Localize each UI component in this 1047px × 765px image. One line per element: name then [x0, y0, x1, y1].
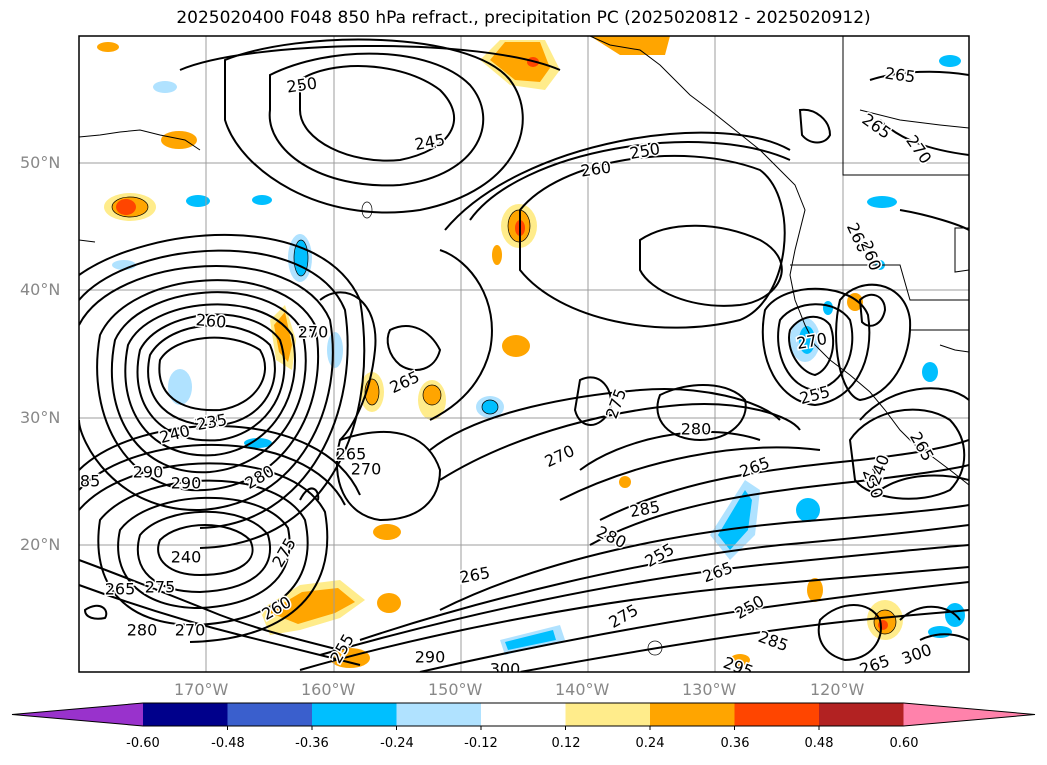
colorbar-arrow-high — [903, 703, 1035, 726]
shading-outlines — [111, 196, 897, 656]
map-plot-area: 2502452602502652652702602502602702652352… — [70, 36, 969, 679]
colorbar-swatch — [650, 703, 735, 726]
contour-label: 285 — [70, 472, 101, 491]
colorbar-swatch — [143, 703, 228, 726]
colorbar-swatch — [565, 703, 651, 726]
colorbar-tick-label: 0.12 — [551, 736, 581, 751]
map-frame — [78, 35, 970, 673]
gridlines — [79, 36, 969, 672]
colorbar-swatch — [227, 703, 313, 726]
contour-label: 240 — [171, 548, 202, 567]
colorbar-arrow-low — [12, 703, 143, 726]
contour-label: 250 — [298, 323, 329, 342]
lat-label-20n: 20°N — [20, 535, 61, 554]
colorbar-tick-label: 0.36 — [720, 736, 750, 751]
contour-label: 280 — [127, 621, 158, 640]
contour-label: 290 — [171, 474, 202, 493]
map-title: 2025020400 F048 850 hPa refract., precip… — [176, 8, 871, 28]
contour-label: 275 — [145, 578, 176, 597]
colorbar-swatch — [481, 703, 566, 726]
colorbar-swatch — [312, 703, 397, 726]
lon-label-140w: 140°W — [555, 680, 610, 699]
lat-label-50n: 50°N — [20, 153, 61, 172]
lon-label-130w: 130°W — [682, 680, 737, 699]
contour-label: 290 — [415, 648, 446, 667]
contour-label: 265 — [105, 580, 136, 599]
lat-label-40n: 40°N — [20, 280, 61, 299]
contour-label: 270 — [175, 621, 206, 640]
contour-label: 270 — [351, 460, 382, 479]
lat-label-30n: 30°N — [20, 408, 61, 427]
coastlines — [79, 36, 969, 486]
lon-label-160w: 160°W — [301, 680, 356, 699]
colorbar-tick-label: -0.12 — [464, 736, 498, 751]
colorbar-tick-label: -0.60 — [126, 736, 160, 751]
contour-label: 260 — [195, 310, 227, 332]
contour-label: 265 — [336, 445, 367, 464]
refractivity-contours — [79, 38, 969, 672]
colorbar — [11, 702, 1036, 730]
colorbar-tick-label: 0.60 — [889, 736, 919, 751]
colorbar-tick-label: -0.48 — [211, 736, 245, 751]
contour-label: 280 — [681, 420, 712, 439]
contour-label: 250 — [285, 73, 318, 96]
colorbar-tick-label: 0.24 — [635, 736, 665, 751]
colorbar-tick-label: 0.48 — [804, 736, 834, 751]
colorbar-swatch — [819, 703, 904, 726]
colorbar-swatch — [396, 703, 482, 726]
contour-label: 290 — [133, 463, 164, 482]
colorbar-swatch — [734, 703, 820, 726]
contour-label: 300 — [490, 660, 521, 679]
lon-label-150w: 150°W — [428, 680, 483, 699]
colorbar-tick-label: -0.36 — [295, 736, 329, 751]
lon-label-170w: 170°W — [174, 680, 229, 699]
colorbar-tick-label: -0.24 — [380, 736, 414, 751]
contour-label: 270 — [298, 323, 329, 342]
lon-label-120w: 120°W — [810, 680, 865, 699]
